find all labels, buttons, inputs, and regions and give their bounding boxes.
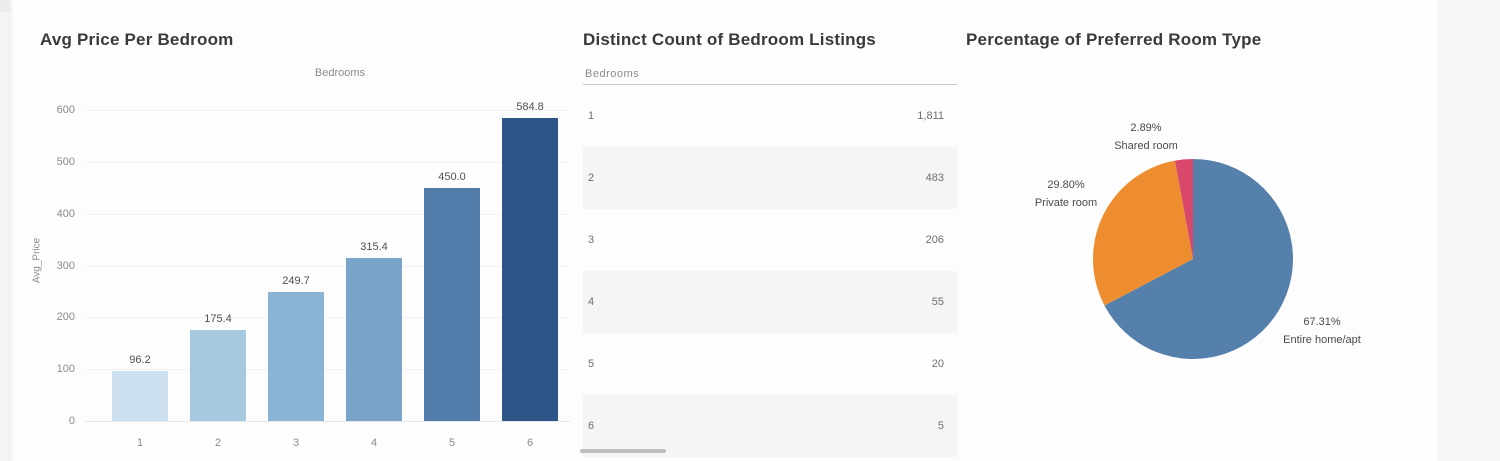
pie-slice-label: 2.89% Shared room [1086,119,1206,155]
cell-count: 20 [931,358,944,370]
y-tick-label: 200 [56,311,75,324]
cell-count: 55 [931,296,944,308]
left-edge-strip [0,0,13,461]
cell-count: 206 [925,234,944,246]
bar-chart-column-header: Bedrooms [314,67,366,79]
pie-slice-percentage: 29.80% [1047,179,1085,191]
gridline [85,110,570,111]
bar-bedrooms-1[interactable] [112,371,168,421]
table-row[interactable]: 3 206 [583,209,957,271]
pie-slice-percentage: 2.89% [1130,122,1162,134]
x-tick-label: 6 [526,437,534,449]
bar-bedrooms-6[interactable] [502,117,558,421]
right-edge-panel [1437,0,1500,461]
gridline [85,161,570,163]
y-tick-label: 600 [56,104,75,116]
gridline [85,369,570,371]
x-tick-label: 1 [136,437,144,449]
x-tick-label: 2 [214,437,222,449]
x-tick-label: 4 [370,437,378,449]
bar-chart-x-axis-line [85,421,570,422]
pie-chart[interactable] [1092,158,1294,360]
gridline [85,317,570,319]
table-row[interactable]: 2 483 [583,147,957,209]
y-tick-label: 300 [56,259,75,272]
pie-slice-percentage: 67.31% [1303,316,1341,328]
table-horizontal-scrollbar[interactable] [580,449,666,453]
pie-slice-private-room[interactable] [1092,160,1193,306]
left-edge-corner [0,0,10,12]
bar-value-label: 584.8 [516,100,544,113]
table-column-header: Bedrooms [585,68,640,80]
pie-chart-title: Percentage of Preferred Room Type [966,30,1262,49]
pie-slice-category: Shared room [1114,140,1178,152]
y-tick-label: 500 [56,155,75,168]
x-tick-label: 3 [292,437,300,449]
table-header-rule [583,84,957,85]
cell-bedrooms: 4 [588,296,595,308]
y-tick-label: 100 [56,363,75,376]
cell-bedrooms: 5 [588,358,595,370]
pie-slice-label: 67.31% Entire home/apt [1252,313,1392,349]
table-title: Distinct Count of Bedroom Listings [583,30,876,49]
table-row[interactable]: 1 1,811 [583,85,957,147]
bar-value-label: 175.4 [204,313,232,326]
bar-bedrooms-2[interactable] [190,330,246,421]
table-row[interactable]: 4 55 [583,271,957,333]
cell-bedrooms: 6 [588,420,595,432]
bar-bedrooms-5[interactable] [424,187,480,421]
y-tick-label: 400 [56,207,75,220]
cell-bedrooms: 3 [588,234,595,246]
cell-bedrooms: 2 [588,172,595,184]
pie-slice-category: Entire home/apt [1283,334,1361,346]
bar-bedrooms-3[interactable] [268,291,324,421]
table-panel: Distinct Count of Bedroom Listings Bedro… [580,0,957,461]
bar-value-label: 315.4 [360,240,388,253]
bar-value-label: 96.2 [129,354,151,367]
cell-count: 1,811 [917,110,944,122]
pie-slice-label: 29.80% Private room [1006,176,1126,212]
gridline [85,265,570,267]
bar-chart-title: Avg Price Per Bedroom [40,30,234,49]
y-tick-label: 0 [68,415,75,427]
bar-chart-plot-area: 96.2 175.4 249.7 315.4 450.0 584.8 [85,100,570,421]
x-tick-label: 5 [448,437,456,449]
bar-bedrooms-4[interactable] [346,257,402,421]
gridline [85,213,570,215]
cell-count: 483 [925,172,944,184]
bar-value-label: 450.0 [438,170,466,183]
cell-count: 5 [937,420,944,432]
pie-slice-shared-room[interactable] [1174,159,1193,259]
pie-slice-entire-home-apt[interactable] [1104,159,1294,359]
bar-value-label: 249.7 [282,274,310,287]
table-row[interactable]: 5 20 [583,333,957,395]
pie-slice-category: Private room [1034,197,1098,209]
cell-bedrooms: 1 [588,110,595,122]
